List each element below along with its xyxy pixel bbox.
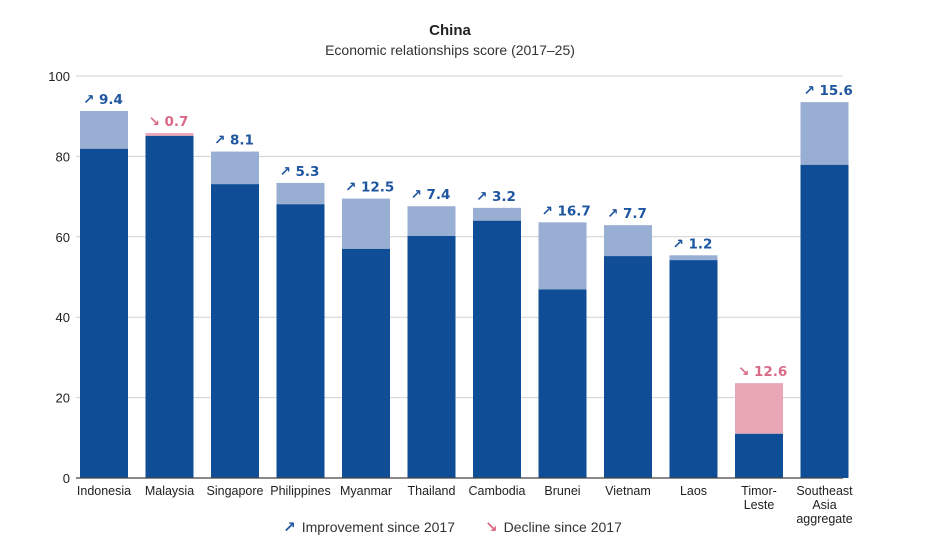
- x-tick-label: Singapore: [207, 484, 264, 498]
- y-tick-label: 80: [56, 149, 70, 164]
- x-tick-label: Indonesia: [77, 484, 131, 498]
- y-tick-label: 100: [48, 69, 70, 84]
- bar-change-label: ↘ 12.6: [738, 364, 787, 380]
- bar-change-label: ↗ 7.7: [607, 206, 647, 222]
- y-tick-label: 20: [56, 391, 70, 406]
- bar-change-label: ↗ 3.2: [476, 189, 516, 205]
- bar-base-segment: [473, 220, 521, 478]
- bar-change-segment: [80, 110, 128, 149]
- bar-change-segment: [276, 182, 325, 205]
- bar-base-segment: [80, 148, 128, 478]
- bar-base-segment: [276, 204, 325, 478]
- y-tick-label: 0: [63, 471, 70, 486]
- bar-base-segment: [538, 289, 587, 478]
- bar-change-label: ↗ 15.6: [804, 83, 853, 99]
- legend-decline: ↘ Decline since 2017: [485, 518, 622, 536]
- x-tick-label: Brunei: [544, 484, 580, 498]
- arrow-down-right-icon: ↘: [485, 519, 498, 536]
- chart-title: China: [429, 22, 471, 39]
- bar-change-label: ↗ 12.5: [345, 180, 394, 196]
- arrow-up-right-icon: ↗: [283, 519, 296, 536]
- bar-change-segment: [538, 222, 587, 290]
- bar-change-segment: [473, 207, 521, 221]
- bar-change-segment: [735, 383, 783, 434]
- x-tick-label: Myanmar: [340, 484, 392, 498]
- bar-change-segment: [407, 206, 456, 236]
- bar-base-segment: [735, 433, 783, 478]
- bar-change-segment: [211, 151, 259, 185]
- bar-base-segment: [145, 135, 194, 478]
- legend: ↗ Improvement since 2017 ↘ Decline since…: [0, 518, 920, 536]
- bar-base-segment: [669, 260, 718, 478]
- bar-change-segment: [145, 133, 194, 136]
- bar-change-label: ↘ 0.7: [149, 114, 189, 130]
- bar-base-segment: [604, 256, 652, 478]
- legend-improvement-label: Improvement since 2017: [301, 519, 455, 535]
- bar-base-segment: [800, 164, 849, 479]
- x-tick-label: Philippines: [270, 484, 330, 498]
- x-tick-label: Laos: [680, 484, 707, 498]
- bar-change-label: ↗ 16.7: [542, 203, 591, 219]
- x-tick-label: Timor-Leste: [741, 484, 777, 512]
- legend-decline-label: Decline since 2017: [503, 519, 622, 535]
- chart-subtitle: Economic relationships score (2017–25): [325, 42, 575, 58]
- x-tick-label: Vietnam: [605, 484, 651, 498]
- y-tick-label: 60: [56, 230, 70, 245]
- bar-change-segment: [342, 198, 390, 249]
- bar-change-label: ↗ 9.4: [83, 92, 123, 108]
- bar-change-segment: [800, 102, 849, 165]
- bar-change-label: ↗ 1.2: [673, 236, 713, 252]
- bar-change-segment: [669, 255, 718, 261]
- bar-change-label: ↗ 8.1: [214, 133, 254, 149]
- x-tick-label: Thailand: [408, 484, 456, 498]
- bar-change-segment: [604, 225, 652, 257]
- bar-base-segment: [407, 235, 456, 478]
- bar-change-label: ↗ 5.3: [280, 164, 320, 180]
- x-tick-label: Southeast Asia aggregate: [796, 484, 853, 526]
- legend-improvement: ↗ Improvement since 2017: [283, 518, 455, 536]
- x-tick-label: Malaysia: [145, 484, 194, 498]
- x-tick-label: Cambodia: [469, 484, 526, 498]
- bar-base-segment: [211, 184, 259, 478]
- bar-base-segment: [342, 248, 390, 478]
- y-tick-label: 40: [56, 310, 70, 325]
- bar-change-label: ↗ 7.4: [411, 187, 451, 203]
